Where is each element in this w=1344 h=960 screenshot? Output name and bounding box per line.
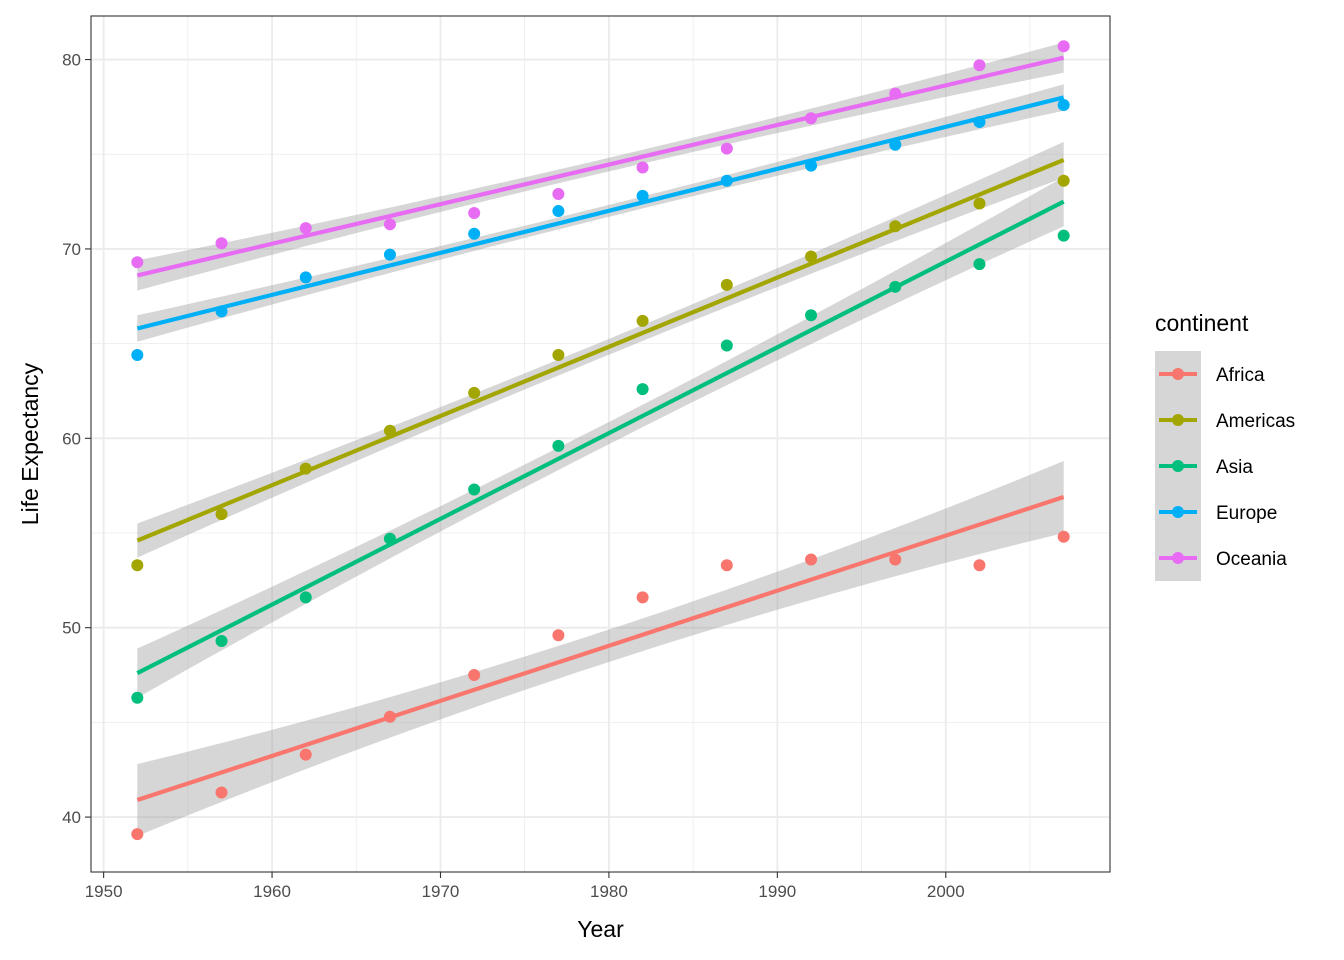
point-asia (1057, 229, 1070, 242)
point-americas (973, 197, 986, 210)
point-oceania (383, 218, 396, 231)
point-asia (720, 339, 733, 352)
legend-label-asia: Asia (1216, 457, 1253, 478)
point-africa (552, 629, 565, 642)
point-oceania (131, 256, 144, 269)
point-africa (805, 553, 818, 566)
point-africa (215, 786, 228, 799)
x-tick-label: 1980 (590, 882, 628, 901)
point-asia (636, 383, 649, 396)
point-oceania (215, 237, 228, 250)
fit-line-africa (136, 495, 1065, 803)
y-tick-label: 80 (62, 51, 81, 70)
x-axis: 1950 1960 1970 1980 1990 2000 (85, 872, 965, 901)
x-tick-label: 1990 (758, 882, 796, 901)
legend-keys: Africa Americas Asia Europe Oceania (1155, 351, 1295, 581)
y-tick-label: 50 (62, 619, 81, 638)
legend-label-europe: Europe (1216, 503, 1277, 524)
x-tick-label: 1960 (253, 882, 291, 901)
point-americas (468, 386, 481, 399)
point-africa (299, 748, 312, 761)
point-asia (552, 439, 565, 452)
grid-minor (91, 16, 1110, 872)
legend-key-point-africa (1172, 368, 1184, 380)
point-africa (1057, 530, 1070, 543)
y-tick-label: 40 (62, 808, 81, 827)
legend-key-point-europe (1172, 506, 1184, 518)
point-oceania (468, 206, 481, 219)
point-americas (215, 508, 228, 521)
legend-label-americas: Americas (1216, 411, 1295, 432)
point-europe (131, 348, 144, 361)
legend-key-point-oceania (1172, 552, 1184, 564)
point-asia (468, 483, 481, 496)
point-africa (468, 669, 481, 682)
legend-key-point-americas (1172, 414, 1184, 426)
point-oceania (1057, 40, 1070, 53)
legend-key-point-asia (1172, 460, 1184, 472)
legend: continent Africa Americas Asia Europe Oceani… (1155, 310, 1295, 581)
point-asia (131, 691, 144, 704)
point-europe (468, 227, 481, 240)
point-europe (552, 205, 565, 218)
fit-lines (136, 55, 1065, 803)
point-asia (299, 591, 312, 604)
y-tick-label: 60 (62, 429, 81, 448)
legend-label-africa: Africa (1216, 365, 1265, 386)
x-tick-label: 1970 (422, 882, 460, 901)
point-asia (215, 634, 228, 647)
fit-line-europe (136, 95, 1065, 331)
point-americas (552, 348, 565, 361)
legend-title: continent (1155, 310, 1249, 336)
x-axis-title: Year (577, 916, 624, 942)
point-africa (973, 559, 986, 572)
point-americas (720, 278, 733, 291)
point-oceania (720, 142, 733, 155)
panel-border (90, 15, 1111, 873)
y-tick-label: 70 (62, 240, 81, 259)
point-oceania (299, 222, 312, 235)
point-americas (1057, 174, 1070, 187)
point-europe (636, 189, 649, 202)
point-americas (805, 250, 818, 263)
x-tick-label: 2000 (927, 882, 965, 901)
point-oceania (552, 188, 565, 201)
point-africa (720, 559, 733, 572)
y-axis: 40 50 60 70 80 (62, 51, 91, 827)
point-europe (299, 271, 312, 284)
fit-line-asia (136, 199, 1065, 676)
point-americas (131, 559, 144, 572)
point-americas (636, 314, 649, 327)
point-africa (889, 553, 902, 566)
point-oceania (636, 161, 649, 174)
point-africa (131, 828, 144, 841)
point-europe (1057, 99, 1070, 112)
grid-major (91, 16, 1110, 872)
point-asia (973, 258, 986, 271)
fit-line-oceania (136, 55, 1065, 278)
legend-label-oceania: Oceania (1216, 549, 1287, 570)
point-oceania (973, 59, 986, 72)
y-axis-title: Life Expectancy (17, 362, 43, 525)
x-tick-label: 1950 (85, 882, 123, 901)
point-europe (383, 248, 396, 261)
fit-line-americas (136, 157, 1065, 543)
point-asia (805, 309, 818, 322)
point-africa (636, 591, 649, 604)
